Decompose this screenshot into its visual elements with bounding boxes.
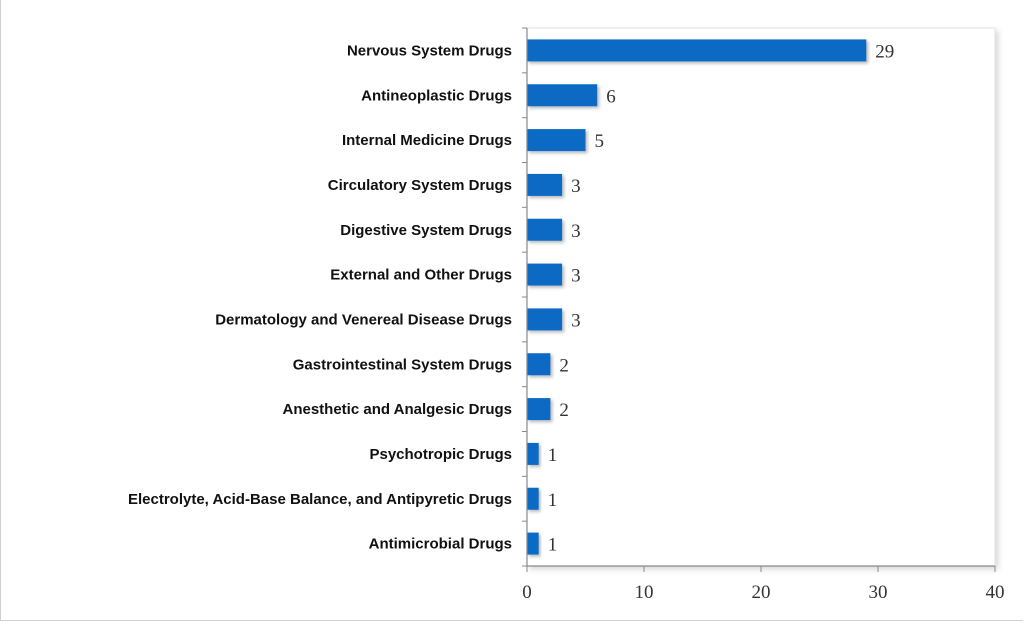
value-label: 2 [559, 400, 569, 421]
value-label: 5 [595, 131, 605, 152]
plot-panel [526, 27, 996, 567]
category-label: Anesthetic and Analgesic Drugs [283, 401, 513, 418]
value-label: 1 [548, 490, 558, 511]
bar [527, 442, 539, 465]
bar [527, 353, 551, 376]
x-tick-label: 0 [522, 582, 532, 603]
bar [527, 263, 563, 286]
bars-layer: Nervous System Drugs 29 Antineoplastic Dru… [128, 39, 894, 556]
category-label: Gastrointestinal System Drugs [293, 356, 512, 373]
category-label: Dermatology and Venereal Disease Drugs [215, 311, 512, 328]
bar [527, 84, 598, 107]
ticks-layer: 0 10 20 30 40 [522, 27, 1005, 603]
x-tick-label: 30 [869, 582, 888, 603]
value-label: 6 [606, 86, 616, 107]
value-label: 3 [571, 310, 581, 331]
bar [527, 218, 563, 241]
category-label: Electrolyte, Acid-Base Balance, and Anti… [128, 491, 512, 508]
bar [527, 173, 563, 196]
bar [527, 532, 539, 555]
category-label: Antineoplastic Drugs [361, 87, 512, 104]
bar [527, 39, 867, 62]
bar [527, 487, 539, 510]
bar [527, 129, 586, 152]
x-tick-label: 40 [986, 582, 1005, 603]
category-label: External and Other Drugs [330, 267, 512, 284]
value-label: 1 [548, 535, 558, 556]
value-label: 3 [571, 221, 581, 242]
value-label: 1 [548, 445, 558, 466]
value-label: 2 [559, 355, 569, 376]
category-label: Nervous System Drugs [347, 42, 512, 59]
category-label: Antimicrobial Drugs [369, 536, 512, 553]
category-label: Digestive System Drugs [340, 222, 512, 239]
value-label: 29 [875, 41, 894, 62]
category-label: Psychotropic Drugs [369, 446, 512, 463]
bar [527, 398, 551, 421]
category-label: Circulatory System Drugs [328, 177, 512, 194]
value-label: 3 [571, 176, 581, 197]
bar [527, 308, 563, 331]
x-tick-label: 10 [635, 582, 654, 603]
x-tick-label: 20 [752, 582, 771, 603]
value-label: 3 [571, 266, 581, 287]
category-label: Internal Medicine Drugs [342, 132, 512, 149]
